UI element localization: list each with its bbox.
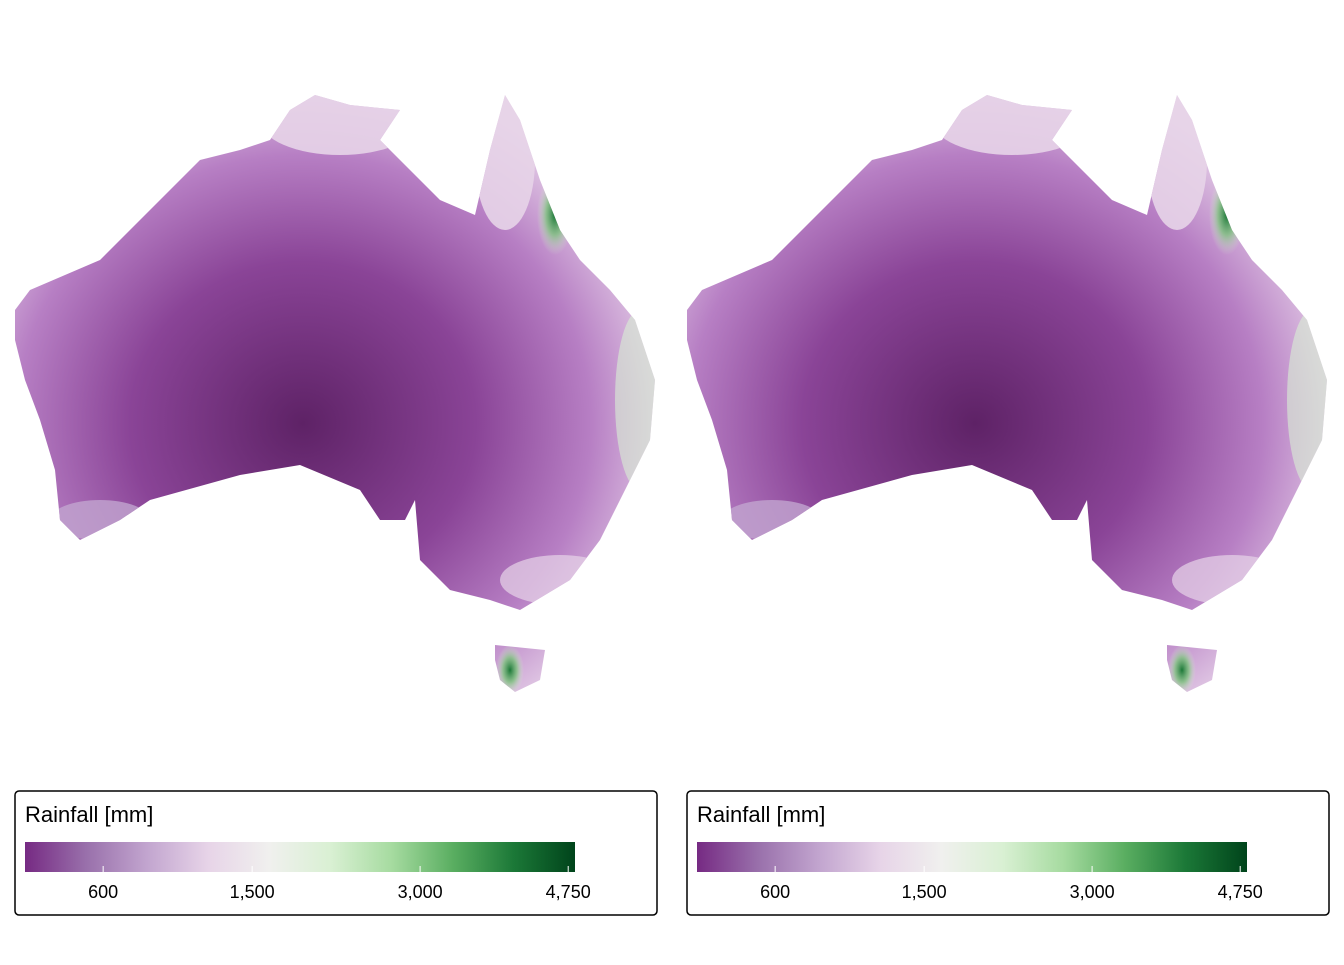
legend-title: Rainfall [mm]	[697, 802, 825, 827]
color-bar	[697, 842, 1247, 872]
tick-label: 1,500	[230, 882, 275, 902]
map-left	[15, 85, 665, 695]
tick-label: 4,750	[1218, 882, 1263, 902]
tick-label: 600	[88, 882, 118, 902]
tick-label: 4,750	[546, 882, 591, 902]
legend-title: Rainfall [mm]	[25, 802, 153, 827]
tick-label: 3,000	[1070, 882, 1115, 902]
tick-label: 3,000	[398, 882, 443, 902]
tick-label: 1,500	[902, 882, 947, 902]
color-bar	[25, 842, 575, 872]
legend: Rainfall [mm] 600 1,500 3,000 4,750	[686, 790, 1330, 916]
map-right	[687, 85, 1337, 695]
tick-label: 600	[760, 882, 790, 902]
legend: Rainfall [mm] 600 1,500 3,000 4,750	[14, 790, 658, 916]
